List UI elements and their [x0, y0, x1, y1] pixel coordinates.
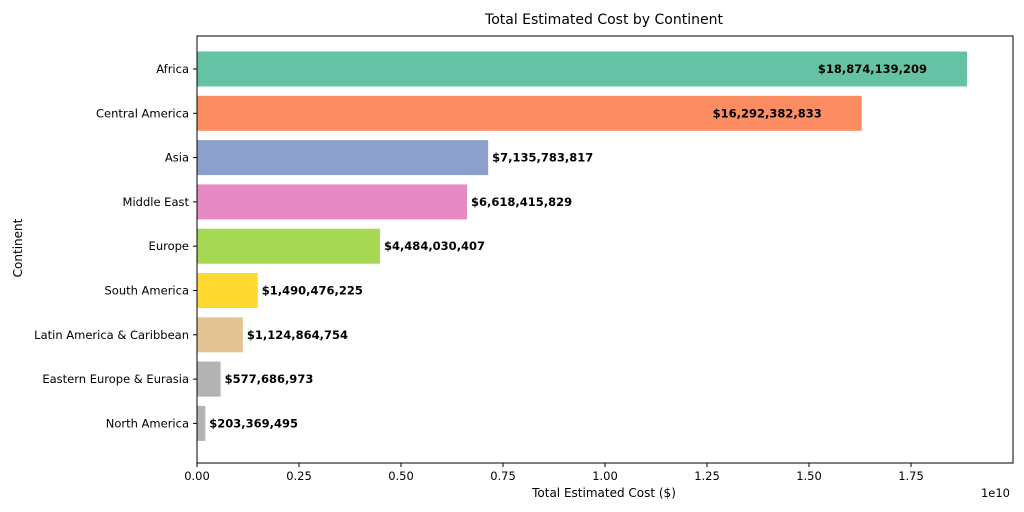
- bar-value-label: $7,135,783,817: [492, 151, 593, 165]
- chart-title: Total Estimated Cost by Continent: [484, 12, 723, 28]
- y-tick-label: North America: [106, 416, 189, 430]
- y-tick-label: Europe: [149, 239, 189, 253]
- y-tick-label: Central America: [96, 106, 189, 120]
- y-tick-label: Eastern Europe & Eurasia: [42, 372, 189, 386]
- y-axis-ticks: Africa Central America Asia Middle East Euro…: [34, 62, 197, 430]
- x-tick-label: 1.50: [796, 469, 822, 483]
- bar-central-america: [197, 95, 862, 131]
- bar-eastern-europe-eurasia: [197, 361, 221, 397]
- bar-latin-america-caribbean: [197, 317, 243, 353]
- bar-asia: [197, 140, 489, 176]
- y-tick-label: South America: [104, 284, 189, 298]
- bar-value-label: $18,874,139,209: [818, 62, 927, 76]
- x-tick-label: 1.25: [694, 469, 720, 483]
- x-tick-label: 0.25: [286, 469, 312, 483]
- bar-value-label: $6,618,415,829: [471, 195, 572, 209]
- bar-africa: [197, 51, 968, 87]
- y-axis-title: Continent: [11, 218, 25, 277]
- bar-south-america: [197, 273, 258, 308]
- bars-group: [197, 51, 968, 441]
- x-tick-label: 1.75: [898, 469, 924, 483]
- y-tick-label: Middle East: [123, 195, 190, 209]
- y-tick-label: Asia: [165, 151, 189, 165]
- y-tick-label: Africa: [156, 62, 189, 76]
- x-tick-label: 0.50: [388, 469, 414, 483]
- bar-north-america: [197, 405, 206, 441]
- bar-middle-east: [197, 184, 468, 220]
- bar-value-label: $203,369,495: [209, 416, 298, 430]
- x-axis-ticks: 0.00 0.25 0.50 0.75 1.00 1.25 1.50 1.75: [184, 463, 924, 483]
- bar-europe: [197, 228, 380, 264]
- bar-labels-group: $18,874,139,209 $16,292,382,833 $7,135,783…: [209, 62, 927, 430]
- x-tick-label: 0.75: [490, 469, 516, 483]
- bar-value-label: $577,686,973: [225, 372, 314, 386]
- x-tick-label: 0.00: [184, 469, 210, 483]
- bar-value-label: $4,484,030,407: [384, 239, 485, 253]
- bar-value-label: $1,490,476,225: [262, 284, 363, 298]
- x-axis-offset-label: 1e10: [981, 486, 1010, 500]
- bar-value-label: $1,124,864,754: [247, 328, 348, 342]
- bar-value-label: $16,292,382,833: [713, 106, 822, 120]
- x-tick-label: 1.00: [592, 469, 618, 483]
- x-axis-title: Total Estimated Cost ($): [531, 486, 676, 500]
- y-tick-label: Latin America & Caribbean: [34, 328, 189, 342]
